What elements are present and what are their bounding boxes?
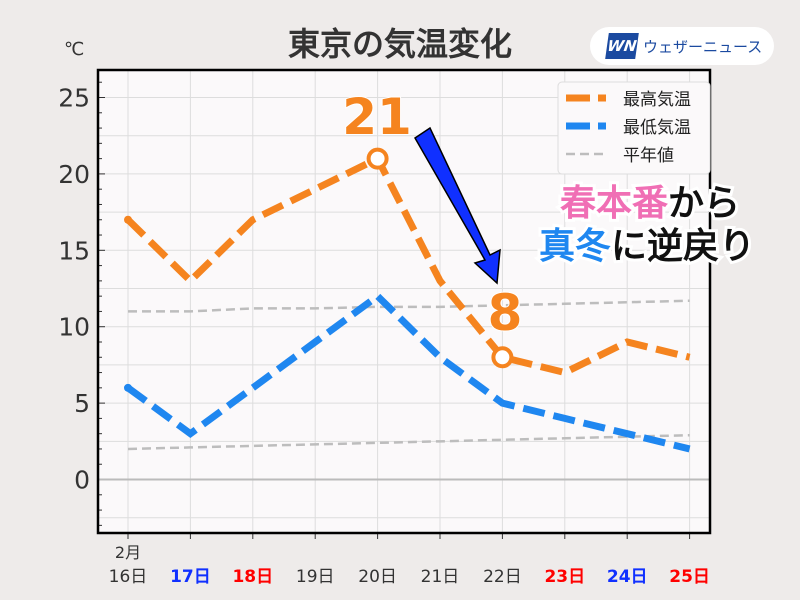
y-tick-label: 10: [58, 313, 90, 342]
headline-segment: 春本番: [560, 183, 668, 224]
y-tick-label: 0: [74, 466, 90, 495]
legend-label: 最低気温: [623, 118, 691, 138]
brand-name: ウェザーニュース: [643, 37, 763, 56]
x-tick-label: 22日: [483, 567, 522, 587]
y-tick-label: 15: [58, 236, 90, 265]
y-tick-label: 25: [58, 84, 90, 113]
month-label: 2月: [115, 543, 141, 562]
headline-line2: 真冬に逆戻り: [539, 226, 755, 267]
headline-line1: 春本番から: [560, 183, 740, 224]
x-tick-label: 16日: [109, 567, 148, 587]
x-tick-label: 18日: [232, 567, 273, 587]
high-temp-line: [125, 153, 691, 377]
x-tick-label: 19日: [296, 567, 335, 587]
y-tick-label: 20: [58, 160, 90, 189]
peak-annotation: 21: [342, 88, 412, 146]
wn-logo-icon: WN: [605, 33, 639, 59]
chart-title: 東京の気温変化: [288, 25, 512, 63]
highlight-point: [366, 147, 389, 170]
low-annotation: 8: [488, 284, 523, 342]
x-tick-label: 17日: [170, 567, 211, 587]
low-point: [124, 383, 132, 392]
legend-box: [557, 81, 711, 175]
normal-high-line: [128, 299, 690, 313]
low-temp-line: [125, 291, 691, 453]
plot-frame: [96, 68, 712, 535]
x-tick-label: 23日: [544, 567, 585, 587]
x-tick-label: 25日: [669, 567, 710, 587]
normal-low-line: [127, 433, 690, 451]
headline-segment: 真冬: [539, 226, 611, 267]
x-tick-label: 20日: [358, 567, 397, 587]
y-tick-label: 5: [74, 389, 90, 418]
y-axis-unit: ℃: [64, 39, 84, 60]
x-tick-label: 21日: [421, 567, 460, 587]
legend-label: 最高気温: [623, 90, 691, 110]
legend-label: 平年値: [623, 146, 674, 166]
headline-segment: に逆戻り: [611, 226, 755, 267]
arrow-icon: [414, 126, 501, 285]
high-point: [124, 215, 132, 224]
weathernews-logo: WN ウェザーニュース: [590, 27, 774, 65]
x-tick-label: 24日: [607, 567, 648, 587]
headline-segment: から: [668, 183, 740, 224]
highlight-point: [491, 346, 514, 369]
